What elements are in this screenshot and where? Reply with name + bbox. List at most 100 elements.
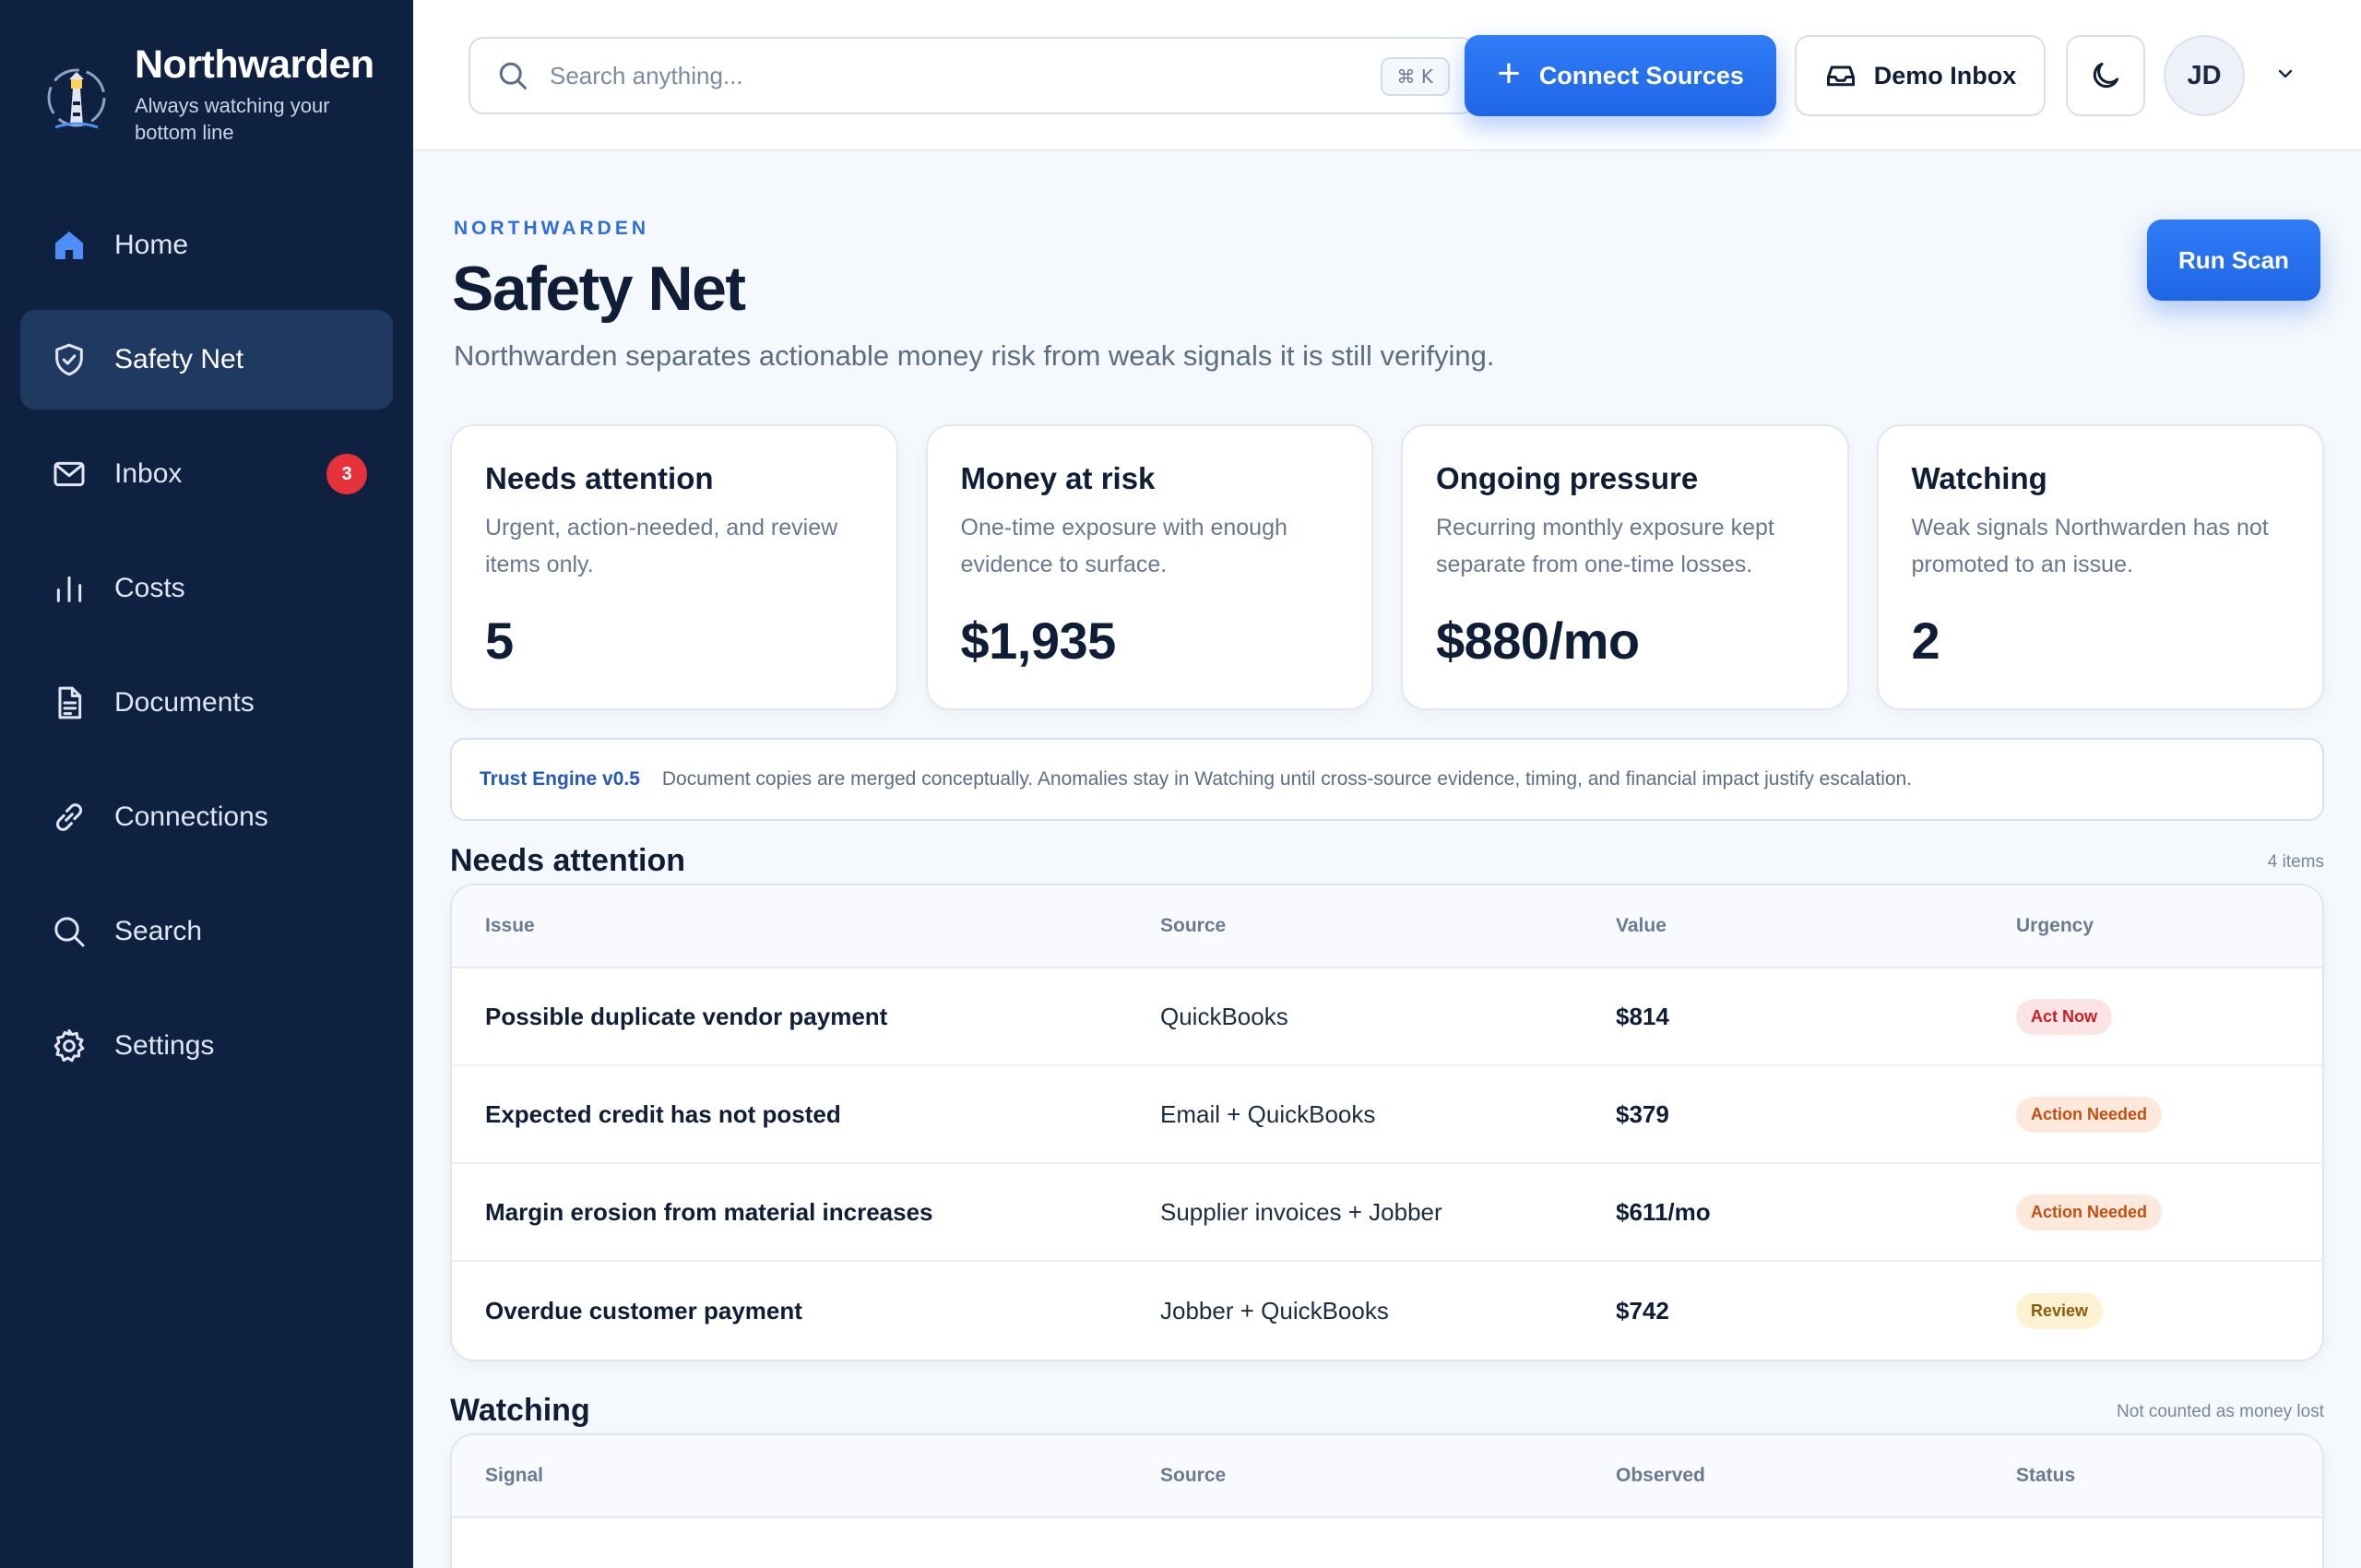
card-description: Recurring monthly exposure kept separate… (1436, 515, 1774, 577)
issue-cell: Expected credit has not posted (485, 1099, 841, 1128)
page-eyebrow: NORTHWARDEN (454, 218, 649, 239)
search-icon (50, 912, 89, 951)
card-value: 5 (485, 612, 514, 670)
moon-icon (2093, 62, 2119, 89)
search-input[interactable] (550, 61, 1306, 90)
table-header: Issue Source Value Urgency (452, 885, 2322, 968)
needs-attention-table: Issue Source Value Urgency Possible dupl… (450, 884, 2324, 1361)
sidebar-nav: Home Safety Net Inbox 3 Costs Document (20, 196, 393, 1111)
demo-inbox-label: Demo Inbox (1873, 61, 2017, 89)
card-title: Money at risk (960, 461, 1156, 495)
summary-cards: Needs attention Urgent, action-needed, a… (450, 424, 2324, 710)
demo-inbox-button[interactable]: Demo Inbox (1795, 35, 2046, 116)
page-subtitle: Northwarden separates actionable money r… (454, 339, 1495, 372)
column-header-source[interactable]: Source (1160, 1465, 1227, 1486)
card-description: Weak signals Northwarden has not promote… (1911, 515, 2269, 577)
search-icon (499, 62, 527, 89)
column-header-value[interactable]: Value (1616, 915, 1667, 936)
column-header-status[interactable]: Status (2016, 1465, 2076, 1486)
sidebar-item-home[interactable]: Home (20, 196, 393, 295)
table-row[interactable]: Possible duplicate vendor payment QuickB… (452, 968, 2322, 1066)
theme-toggle-button[interactable] (2066, 35, 2145, 116)
sidebar-item-inbox[interactable]: Inbox 3 (20, 424, 393, 524)
sidebar: Northwarden Always watching your bottom … (0, 0, 413, 1568)
watching-meta: Not counted as money lost (2117, 1402, 2324, 1421)
source-cell: Email + QuickBooks (1160, 1099, 1376, 1128)
card-value: 2 (1911, 612, 1940, 670)
issue-cell: Possible duplicate vendor payment (485, 1002, 888, 1030)
sidebar-item-safety-net[interactable]: Safety Net (20, 310, 393, 410)
urgency-badge: Act Now (2016, 998, 2112, 1035)
page-title: Safety Net (452, 254, 746, 324)
source-cell: QuickBooks (1160, 1002, 1288, 1030)
table-header: Signal Source Observed Status (452, 1435, 2322, 1518)
table-row[interactable]: Margin erosion from material increases S… (452, 1164, 2322, 1262)
user-avatar[interactable]: JD (2164, 35, 2245, 116)
value-cell: $611/mo (1616, 1197, 1711, 1226)
needs-attention-title: Needs attention (450, 843, 686, 878)
card-value: $880/mo (1436, 612, 1640, 670)
table-row[interactable]: Expected credit has not posted Email + Q… (452, 1066, 2322, 1164)
value-cell: $814 (1616, 1002, 1669, 1030)
brand[interactable]: Northwarden Always watching your bottom … (44, 41, 374, 146)
ongoing-pressure-card[interactable]: Ongoing pressure Recurring monthly expos… (1401, 424, 1849, 710)
brand-name: Northwarden (135, 42, 374, 87)
link-icon (50, 798, 89, 837)
card-description: One-time exposure with enough evidence t… (960, 515, 1287, 577)
value-cell: $742 (1616, 1296, 1669, 1324)
connect-sources-label: Connect Sources (1538, 61, 1744, 89)
card-title: Watching (1911, 461, 2047, 495)
topbar: ⌘ K + Connect Sources Demo Inbox JD (413, 0, 2361, 151)
urgency-badge: Action Needed (2016, 1194, 2163, 1230)
sidebar-item-label: Safety Net (114, 344, 244, 374)
sidebar-item-connections[interactable]: Connections (20, 767, 393, 867)
trust-engine-banner: Trust Engine v0.5 Document copies are me… (450, 738, 2324, 821)
sidebar-item-costs[interactable]: Costs (20, 539, 393, 638)
sidebar-item-label: Documents (114, 687, 255, 718)
urgency-badge: Action Needed (2016, 1096, 2163, 1133)
connect-sources-button[interactable]: + Connect Sources (1465, 35, 1776, 116)
column-header-urgency[interactable]: Urgency (2016, 915, 2094, 936)
sidebar-item-label: Costs (114, 573, 185, 603)
lighthouse-logo-icon (47, 68, 106, 129)
search-box[interactable]: ⌘ K (469, 37, 1476, 114)
source-cell: Jobber + QuickBooks (1160, 1296, 1389, 1324)
document-icon (50, 683, 89, 722)
sidebar-item-label: Settings (114, 1030, 215, 1061)
sidebar-item-label: Home (114, 230, 189, 260)
account-menu-button[interactable] (2267, 55, 2304, 92)
inbox-count-badge: 3 (326, 454, 367, 494)
brand-tagline: Always watching your bottom line (135, 94, 330, 144)
plus-icon: + (1497, 51, 1521, 96)
watching-table: Signal Source Observed Status (450, 1433, 2324, 1568)
mail-icon (50, 455, 89, 493)
run-scan-button[interactable]: Run Scan (2147, 220, 2320, 301)
column-header-issue[interactable]: Issue (485, 915, 535, 936)
sidebar-item-label: Search (114, 916, 203, 946)
inbox-tray-icon (1826, 65, 1855, 87)
card-description: Urgent, action-needed, and review items … (485, 515, 838, 577)
column-header-signal[interactable]: Signal (485, 1465, 544, 1486)
card-value: $1,935 (960, 612, 1117, 670)
sidebar-item-label: Connections (114, 802, 268, 832)
money-at-risk-card[interactable]: Money at risk One-time exposure with eno… (925, 424, 1373, 710)
sidebar-item-search[interactable]: Search (20, 882, 393, 981)
needs-attention-card[interactable]: Needs attention Urgent, action-needed, a… (450, 424, 898, 710)
urgency-badge: Review (2016, 1292, 2104, 1329)
issue-cell: Margin erosion from material increases (485, 1197, 933, 1226)
watching-card[interactable]: Watching Weak signals Northwarden has no… (1876, 424, 2324, 710)
home-icon (50, 226, 89, 265)
sidebar-item-documents[interactable]: Documents (20, 653, 393, 753)
source-cell: Supplier invoices + Jobber (1160, 1197, 1442, 1226)
table-row[interactable]: Overdue customer payment Jobber + QuickB… (452, 1262, 2322, 1360)
sidebar-item-settings[interactable]: Settings (20, 996, 393, 1096)
column-header-observed[interactable]: Observed (1616, 1465, 1705, 1486)
bar-chart-icon (50, 569, 89, 608)
trust-engine-text: Document copies are merged conceptually.… (661, 768, 1913, 790)
shield-check-icon (50, 340, 89, 379)
column-header-source[interactable]: Source (1160, 915, 1227, 936)
gear-icon (50, 1027, 89, 1065)
search-shortcut-hint: ⌘ K (1380, 57, 1450, 96)
needs-attention-count: 4 items (2267, 852, 2324, 872)
card-title: Needs attention (485, 461, 714, 495)
